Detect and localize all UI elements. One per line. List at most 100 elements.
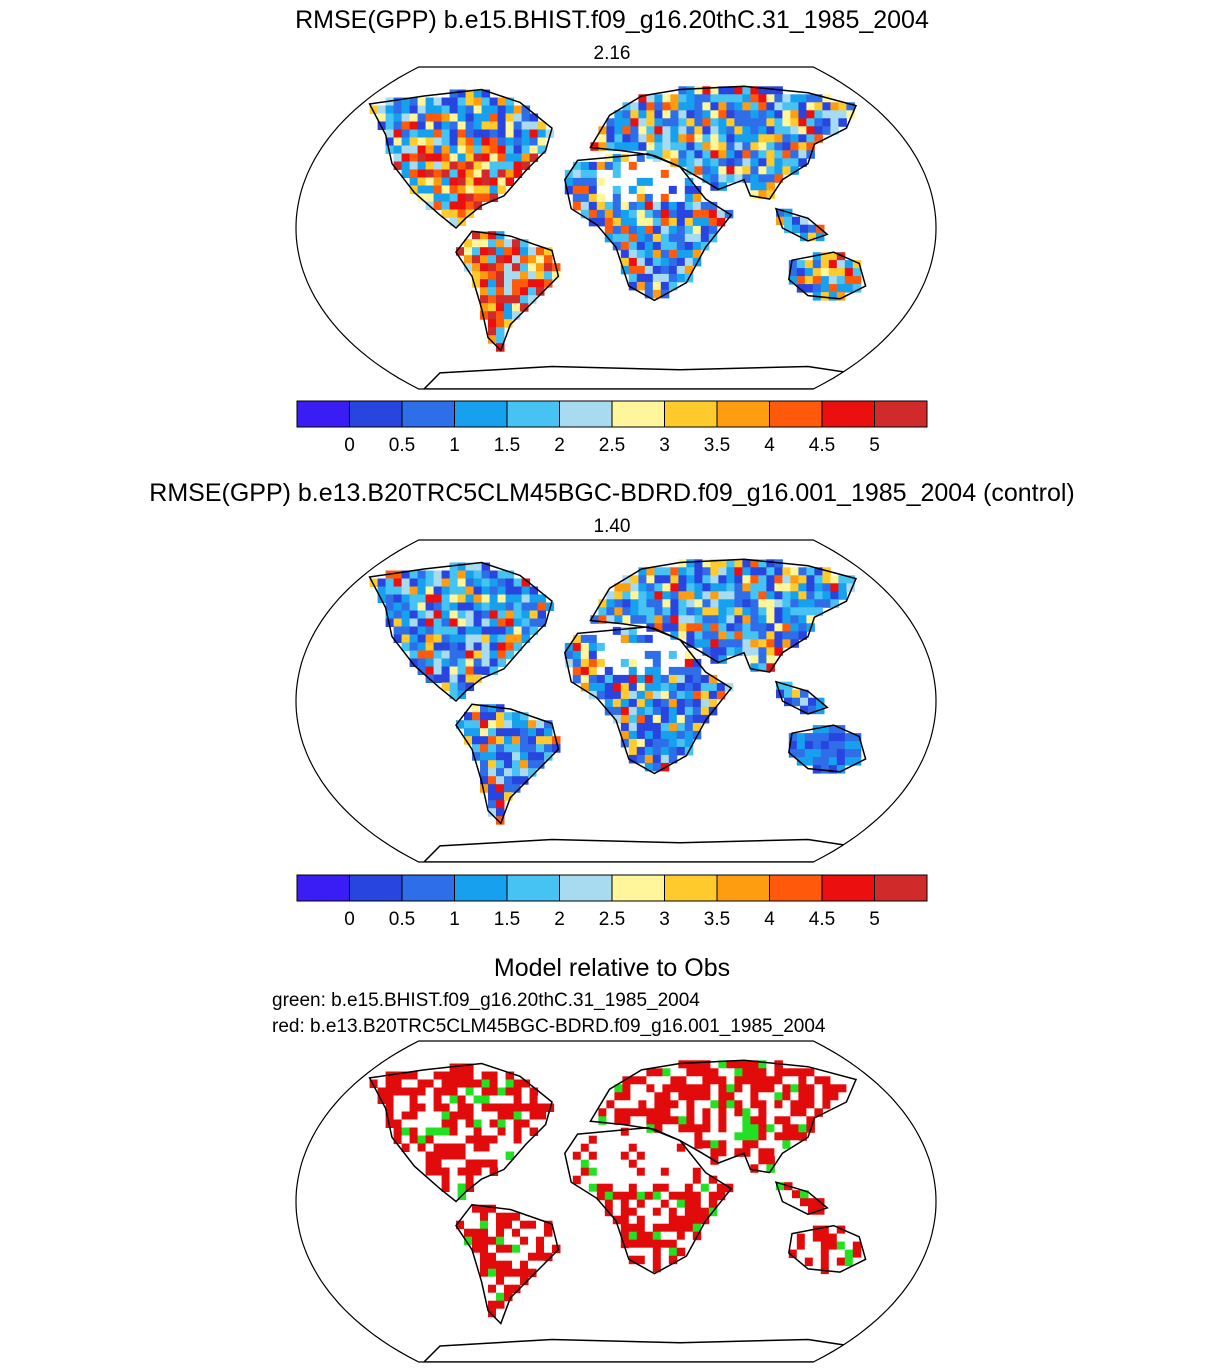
grid-cell <box>668 257 678 267</box>
grid-cell <box>505 153 515 162</box>
grid-cell <box>758 1116 767 1125</box>
grid-cell <box>726 158 735 167</box>
grid-cell <box>686 1084 695 1093</box>
grid-cell <box>812 1257 822 1267</box>
grid-cell <box>480 255 489 264</box>
grid-cell <box>742 1148 751 1157</box>
grid-cell <box>480 303 489 312</box>
grid-cell <box>433 578 443 587</box>
grid-cell <box>588 185 598 195</box>
grid-cell <box>536 287 545 296</box>
grid-cell <box>473 121 483 130</box>
grid-cell <box>433 618 443 627</box>
grid-cell <box>612 706 622 716</box>
grid-cell <box>385 1095 395 1104</box>
grid-cell <box>497 1079 507 1088</box>
grid-cell <box>652 730 662 740</box>
grid-cell <box>774 150 783 159</box>
grid-cell <box>512 279 521 288</box>
grid-cell <box>636 738 646 748</box>
grid-cell <box>774 631 783 640</box>
grid-cell <box>614 134 623 143</box>
grid-cell <box>441 185 451 194</box>
grid-cell <box>692 1183 702 1193</box>
grid-cell <box>528 271 537 280</box>
grid-cell <box>788 260 798 269</box>
grid-cell <box>660 1191 670 1201</box>
globe-outline <box>295 539 937 863</box>
grid-cell <box>612 177 622 187</box>
grid-cell <box>774 1100 783 1109</box>
grid-cell <box>465 594 475 603</box>
grid-cell <box>652 706 662 716</box>
grid-cell <box>676 738 686 748</box>
grid-cell <box>604 1175 614 1185</box>
colorbar-tick-label: 3 <box>659 909 670 930</box>
grid-cell <box>489 1127 499 1136</box>
grid-cell <box>668 1215 678 1225</box>
grid-cell <box>433 1103 443 1112</box>
grid-cell <box>488 1260 497 1270</box>
grid-cell <box>686 1132 695 1141</box>
grid-cell <box>828 733 838 742</box>
grid-cell <box>820 733 830 742</box>
grid-cell <box>481 1127 491 1136</box>
grid-cell <box>588 1175 598 1185</box>
grid-cell <box>852 749 862 758</box>
grid-cell <box>638 134 647 143</box>
grid-cell <box>652 217 662 227</box>
grid-cell <box>488 327 497 336</box>
grid-cell <box>742 567 751 576</box>
grid-cell <box>385 602 395 611</box>
grid-cell <box>489 1159 499 1168</box>
grid-cell <box>465 1175 475 1184</box>
grid-cell <box>596 1191 606 1201</box>
grid-cell <box>622 607 631 616</box>
grid-cell <box>718 639 727 648</box>
grid-cell <box>844 733 854 742</box>
grid-cell <box>726 142 735 151</box>
grid-cell <box>433 602 443 611</box>
grid-cell <box>694 631 703 640</box>
grid-cell <box>441 1071 451 1080</box>
grid-cell <box>417 177 427 186</box>
grid-cell <box>628 730 638 740</box>
grid-cell <box>480 776 489 785</box>
grid-cell <box>529 602 539 611</box>
grid-cell <box>513 161 523 170</box>
grid-cell <box>536 1244 545 1254</box>
grid-cell <box>489 153 499 162</box>
grid-cell <box>628 674 638 684</box>
grid-cell <box>433 113 443 122</box>
grid-cell <box>766 1148 775 1157</box>
grid-cell <box>606 142 615 151</box>
grid-cell <box>480 1260 489 1270</box>
grid-cell <box>465 1071 475 1080</box>
grid-cell <box>774 166 783 175</box>
grid-cell <box>620 722 630 732</box>
grid-cell <box>544 728 553 737</box>
grid-cell <box>441 153 451 162</box>
grid-cell <box>644 1135 654 1145</box>
grid-cell <box>596 1151 606 1161</box>
grid-cell <box>678 1060 687 1069</box>
grid-cell <box>652 746 662 756</box>
grid-cell <box>497 586 507 595</box>
grid-cell <box>488 1244 497 1254</box>
grid-cell <box>520 1268 529 1278</box>
grid-cell <box>710 142 719 151</box>
grid-cell <box>425 1159 435 1168</box>
grid-cell <box>766 1164 775 1173</box>
grid-cell <box>774 102 783 111</box>
grid-cell <box>473 570 483 579</box>
grid-cell <box>702 1068 711 1077</box>
grid-cell <box>472 1212 481 1222</box>
grid-cell <box>628 1215 638 1225</box>
grid-cell <box>792 689 801 699</box>
grid-cell <box>644 281 654 291</box>
grid-cell <box>726 639 735 648</box>
grid-cell <box>465 562 475 571</box>
grid-cell <box>766 166 775 175</box>
grid-cell <box>660 1183 670 1193</box>
grid-cell <box>830 575 839 584</box>
